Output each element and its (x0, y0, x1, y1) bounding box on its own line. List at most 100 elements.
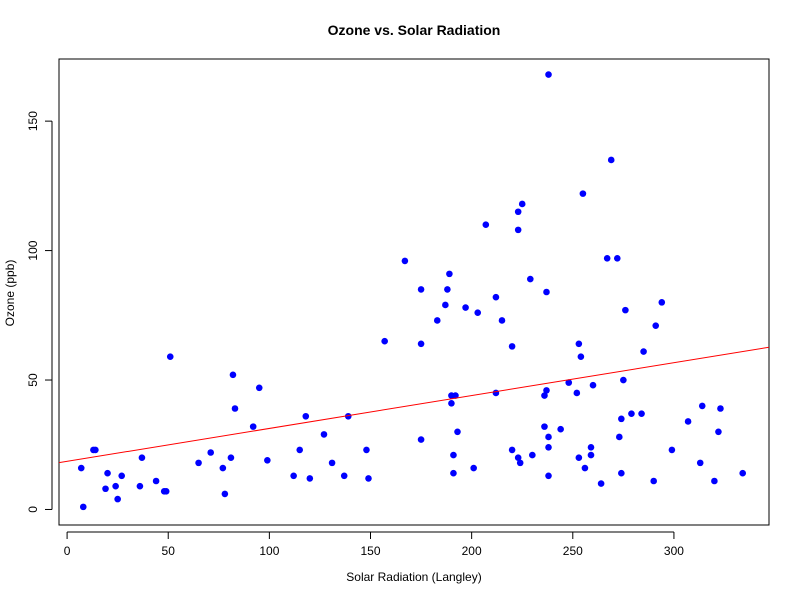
data-point (417, 436, 425, 443)
data-point (573, 389, 581, 397)
data-point (417, 286, 425, 293)
data-point (575, 340, 583, 348)
data-point (470, 464, 477, 472)
data-point (514, 226, 522, 234)
data-point (545, 444, 552, 451)
data-point (628, 410, 635, 417)
data-point (557, 425, 564, 433)
data-point (616, 433, 623, 441)
data-point (543, 387, 550, 394)
data-point (652, 322, 660, 329)
data-point (603, 255, 611, 262)
data-point (638, 410, 645, 417)
x-tick-label: 300 (664, 544, 684, 558)
data-point (640, 348, 647, 355)
data-point (444, 286, 451, 293)
data-point (446, 270, 453, 278)
y-tick-label: 150 (26, 111, 40, 131)
data-point (401, 257, 409, 265)
data-point (104, 469, 111, 477)
data-point (448, 400, 455, 407)
data-point (514, 454, 522, 461)
data-point (622, 306, 629, 314)
data-point (231, 405, 239, 412)
plot-area (59, 71, 769, 511)
data-point (587, 444, 595, 451)
data-point (715, 428, 722, 436)
y-tick-label: 50 (26, 373, 40, 387)
data-point (92, 446, 99, 454)
data-point (320, 431, 328, 438)
data-point (545, 71, 552, 78)
data-point (527, 275, 534, 283)
data-point (516, 459, 524, 467)
regression-line (59, 346, 769, 464)
data-point (684, 418, 692, 425)
data-point (462, 304, 469, 311)
data-point (138, 454, 146, 461)
data-point (575, 454, 583, 461)
data-point (112, 482, 119, 490)
data-point (221, 490, 229, 498)
data-point (518, 200, 526, 208)
data-point (229, 371, 237, 379)
data-point (433, 317, 441, 324)
data-point (442, 301, 449, 309)
y-axis-label: Ozone (ppb) (3, 260, 17, 327)
data-point (618, 469, 625, 477)
data-point (581, 464, 589, 472)
data-point (587, 451, 595, 459)
x-tick-label: 200 (462, 544, 482, 558)
data-point (658, 299, 666, 306)
data-point (207, 449, 215, 456)
data-point (541, 423, 548, 430)
data-point (529, 451, 536, 459)
data-point (195, 459, 202, 467)
x-tick-label: 0 (64, 544, 71, 558)
data-point (162, 488, 170, 495)
x-axis-label: Solar Radiation (Langley) (346, 570, 481, 584)
data-point (77, 464, 85, 472)
data-point (79, 503, 87, 511)
data-point (166, 353, 174, 361)
data-point (711, 477, 718, 485)
data-point (152, 477, 160, 485)
data-point (365, 475, 372, 482)
data-point (450, 469, 457, 477)
data-point (597, 480, 605, 487)
chart-title: Ozone vs. Solar Radiation (328, 22, 501, 38)
x-tick-label: 50 (162, 544, 176, 558)
data-point (302, 412, 310, 420)
x-axis: 0 50 100 150 200 250 300 (64, 531, 684, 558)
data-point (620, 376, 627, 384)
data-point (541, 392, 548, 399)
data-point (508, 343, 516, 350)
plot-frame (58, 58, 770, 526)
data-point (118, 472, 126, 480)
data-point (508, 446, 516, 454)
data-point (545, 472, 552, 480)
data-point (618, 415, 625, 423)
data-point (136, 482, 144, 490)
data-point (717, 405, 724, 412)
data-point (492, 293, 500, 301)
data-point (698, 402, 706, 410)
x-tick-label: 100 (259, 544, 279, 558)
data-point (264, 456, 271, 464)
data-point (589, 381, 597, 389)
data-point (492, 389, 500, 397)
x-tick-label: 250 (563, 544, 583, 558)
data-point (739, 469, 747, 477)
data-point (296, 446, 304, 454)
data-point (577, 353, 585, 361)
y-axis: 0 50 100 150 (26, 111, 53, 513)
data-point (363, 446, 370, 454)
y-tick-label: 0 (26, 506, 40, 513)
data-point (114, 495, 121, 503)
data-point (668, 446, 676, 454)
data-point (650, 477, 658, 485)
data-point (450, 451, 457, 459)
data-point (344, 412, 352, 420)
data-point (219, 464, 227, 472)
